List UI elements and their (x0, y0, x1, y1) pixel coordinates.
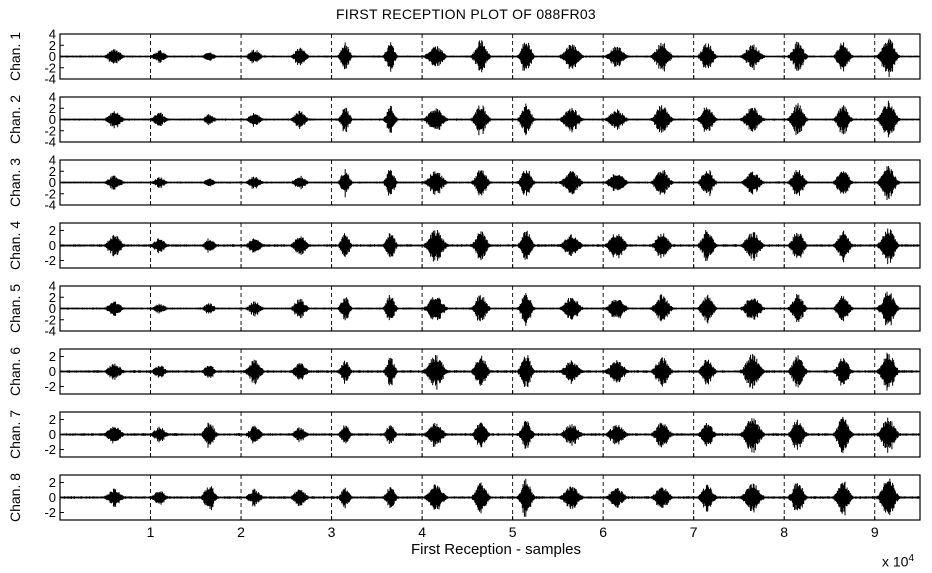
x-multiplier-base: x 10 (882, 553, 909, 570)
y-tick-label: 0 (49, 175, 56, 190)
x-tick-label: 9 (871, 524, 879, 540)
y-tick-label: -4 (44, 72, 56, 87)
chart-title: FIRST RECEPTION PLOT OF 088FR03 (335, 6, 597, 22)
x-tick-label: 6 (599, 524, 607, 540)
y-tick-label: -2 (44, 60, 56, 75)
channel-panel-7: 20-2 Chan. 7 (7, 410, 921, 459)
y-tick-label: 4 (49, 153, 56, 168)
y-tick-label: 0 (49, 238, 56, 253)
y-tick-label: 2 (49, 412, 56, 427)
y-tick-label: -4 (44, 198, 56, 213)
channel-panel-5: 420-2-4 Chan. 5 (7, 279, 921, 339)
channel-label: Chan. 5 (7, 284, 23, 333)
y-tick-label: -2 (44, 442, 56, 457)
channel-label: Chan. 8 (7, 473, 23, 522)
x-tick-label: 8 (780, 524, 788, 540)
channel-panel-1: 420-2-4 Chan. 1 (7, 27, 921, 87)
channel-label: Chan. 7 (7, 410, 23, 459)
y-tick-label: 4 (49, 279, 56, 294)
y-tick-label: -4 (44, 324, 56, 339)
x-tick-label: 3 (328, 524, 336, 540)
y-tick-label: -2 (44, 312, 56, 327)
channel-label: Chan. 3 (7, 158, 23, 207)
x-tick-label: 1 (147, 524, 155, 540)
y-tick-label: 2 (49, 290, 56, 305)
y-tick-label: 0 (49, 301, 56, 316)
y-tick-label: 2 (49, 164, 56, 179)
y-tick-label: 0 (49, 364, 56, 379)
y-tick-label: 4 (49, 27, 56, 42)
y-tick-label: -2 (44, 379, 56, 394)
y-tick-label: 2 (49, 223, 56, 238)
x-axis-label: First Reception - samples (410, 541, 582, 558)
x-tick-label: 4 (418, 524, 426, 540)
x-multiplier-exponent: 4 (908, 553, 915, 564)
y-tick-label: 2 (49, 38, 56, 53)
y-tick-label: -2 (44, 123, 56, 138)
channel-label: Chan. 2 (7, 95, 23, 144)
channel-panel-4: 20-2 Chan. 4 (7, 221, 921, 270)
y-tick-label: 2 (49, 101, 56, 116)
x-tick-label: 5 (509, 524, 517, 540)
channel-panel-3: 420-2-4 Chan. 3 (7, 153, 921, 213)
channel-label: Chan. 1 (7, 32, 23, 81)
channel-label: Chan. 4 (7, 221, 23, 270)
y-tick-label: 0 (49, 490, 56, 505)
channel-panel-6: 20-2 Chan. 6 (7, 347, 921, 396)
y-tick-label: 0 (49, 112, 56, 127)
channel-panel-8: 20-2 Chan. 8 (7, 473, 921, 522)
x-tick-label: 7 (690, 524, 698, 540)
y-tick-label: -2 (44, 505, 56, 520)
channel-label: Chan. 6 (7, 347, 23, 396)
y-tick-label: 0 (49, 49, 56, 64)
y-tick-label: 2 (49, 349, 56, 364)
y-tick-label: 0 (49, 427, 56, 442)
y-tick-label: 4 (49, 90, 56, 105)
channel-panel-2: 420-2-4 Chan. 2 (7, 90, 921, 150)
x-axis-multiplier: x 104 (882, 553, 914, 570)
y-tick-label: -4 (44, 135, 56, 150)
x-tick-label: 2 (237, 524, 245, 540)
y-tick-label: -2 (44, 253, 56, 268)
y-tick-label: -2 (44, 186, 56, 201)
y-tick-label: 2 (49, 475, 56, 490)
